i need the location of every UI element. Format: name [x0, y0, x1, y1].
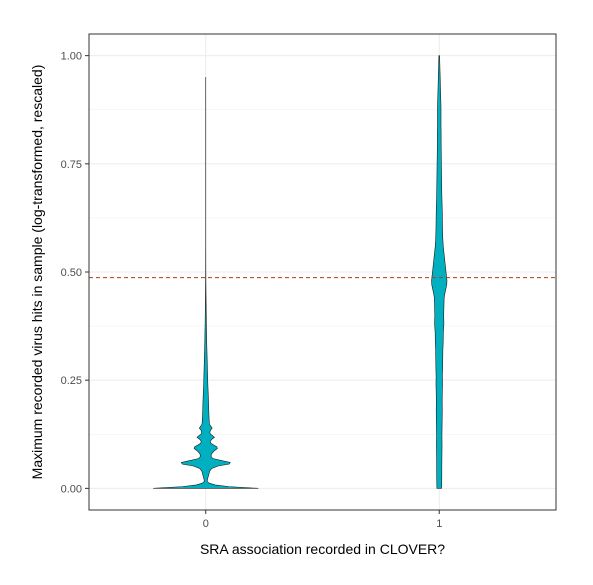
- violin-layer: [153, 55, 448, 489]
- x-tick-label: 1: [436, 518, 442, 530]
- violin-1: [431, 55, 448, 489]
- y-tick-label: 1.00: [61, 51, 82, 63]
- y-tick-label: 0.25: [61, 375, 82, 387]
- y-axis-title: Maximum recorded virus hits in sample (l…: [29, 65, 45, 480]
- y-tick-label: 0.00: [61, 483, 82, 495]
- violin-0: [153, 76, 259, 489]
- tick-layer: 0.00 0.25 0.50 0.75 1.00 0 1: [61, 51, 443, 530]
- x-tick-label: 0: [203, 518, 209, 530]
- y-tick-label: 0.75: [61, 159, 82, 171]
- y-tick-label: 0.50: [61, 267, 82, 279]
- x-axis-title: SRA association recorded in CLOVER?: [200, 541, 445, 557]
